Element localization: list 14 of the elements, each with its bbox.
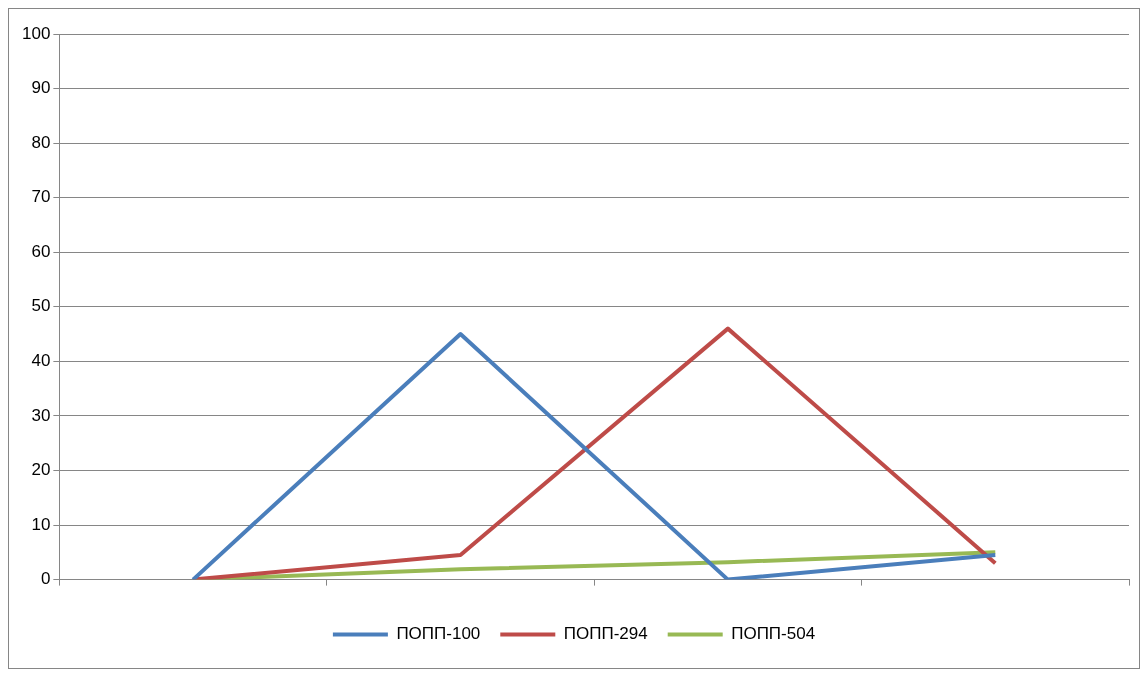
y-tick-label: 20 xyxy=(31,460,51,480)
y-tick-label: 50 xyxy=(31,296,51,316)
legend-label: ПОПП-504 xyxy=(731,624,816,644)
y-tick-label: 90 xyxy=(31,78,51,98)
y-tick-label: 100 xyxy=(21,23,51,43)
y-tick-label: 80 xyxy=(31,132,51,152)
legend-label: ПОПП-294 xyxy=(563,624,648,644)
legend-label: ПОПП-100 xyxy=(396,624,481,644)
y-tick-label: 60 xyxy=(31,241,51,261)
y-tick-label: 70 xyxy=(31,187,51,207)
y-tick-label: 30 xyxy=(31,405,51,425)
y-tick-label: 10 xyxy=(31,514,51,534)
y-tick-label: 0 xyxy=(40,569,51,589)
y-tick-label: 40 xyxy=(31,351,51,371)
